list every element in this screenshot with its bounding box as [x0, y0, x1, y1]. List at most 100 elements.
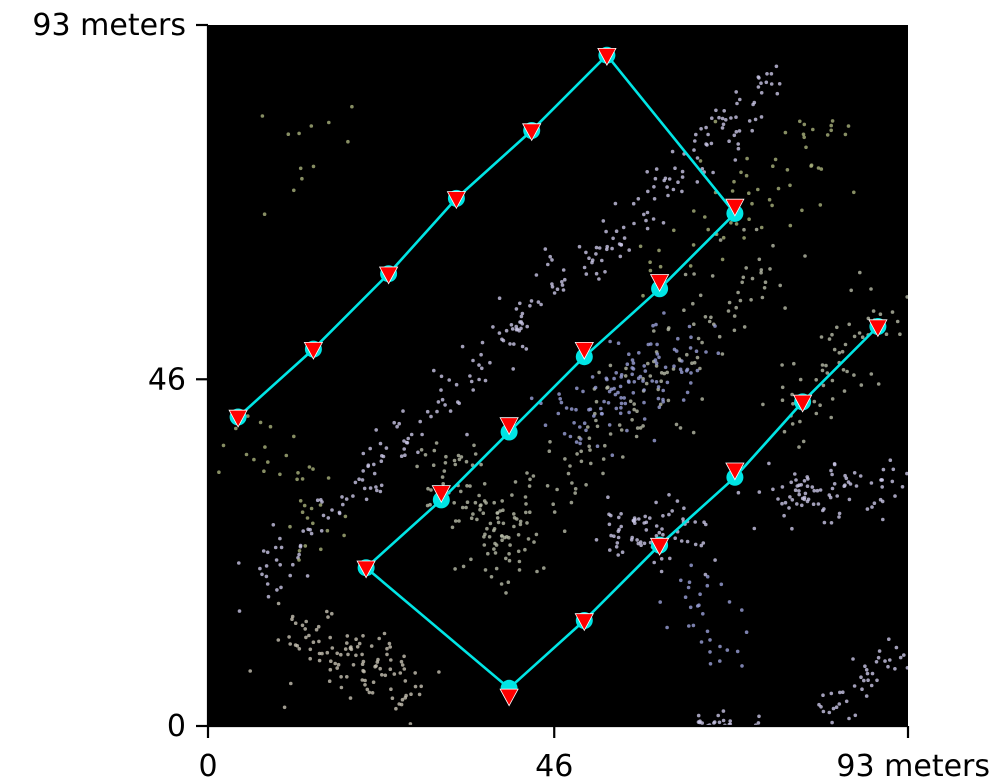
background-point [733, 158, 738, 162]
background-point [837, 702, 842, 706]
background-point [221, 443, 226, 448]
background-point [744, 266, 748, 270]
background-point [550, 282, 554, 286]
background-point [478, 504, 483, 508]
background-point [795, 502, 799, 506]
background-point [563, 457, 567, 461]
background-point [372, 471, 377, 476]
background-point [360, 652, 364, 657]
background-point [805, 484, 810, 489]
background-point [364, 497, 369, 502]
background-point [778, 283, 782, 288]
background-point [305, 574, 310, 578]
background-point [732, 179, 736, 184]
background-point [658, 600, 662, 604]
background-point [597, 246, 602, 250]
background-point [311, 164, 316, 169]
background-point [829, 128, 833, 133]
background-point [825, 371, 830, 375]
background-point [844, 699, 849, 704]
background-point [604, 229, 608, 234]
background-point [371, 680, 376, 684]
background-point [482, 543, 487, 547]
background-point [623, 374, 628, 378]
background-point [579, 449, 583, 454]
background-point [644, 218, 648, 223]
background-point [654, 364, 659, 368]
background-point [727, 300, 732, 305]
background-point [584, 272, 589, 276]
background-point [695, 156, 700, 160]
background-point [830, 397, 835, 401]
y-tick-label: 0 [167, 709, 186, 744]
background-point [401, 409, 405, 413]
background-point [597, 277, 601, 281]
background-point [864, 668, 869, 672]
background-point [642, 364, 646, 368]
background-point [631, 391, 636, 395]
background-point [642, 388, 646, 392]
background-point [392, 420, 397, 425]
background-point [869, 372, 874, 376]
background-point [262, 469, 266, 474]
background-point [638, 426, 643, 430]
background-point [372, 462, 376, 467]
background-point [852, 471, 857, 475]
background-point [615, 541, 620, 545]
background-point [618, 384, 623, 389]
background-point [452, 458, 457, 463]
target-triangle-marker [446, 191, 467, 210]
background-point [759, 270, 763, 275]
background-point [516, 549, 521, 554]
background-point [665, 380, 670, 385]
background-point [614, 371, 618, 375]
background-point [276, 638, 281, 642]
background-point [563, 277, 567, 282]
background-point [511, 367, 515, 371]
background-point [575, 386, 579, 391]
background-point [714, 108, 718, 113]
background-point [627, 352, 631, 357]
background-point [587, 256, 591, 261]
background-point [812, 399, 817, 404]
background-point [441, 482, 446, 486]
background-point [300, 176, 304, 181]
background-point [773, 157, 778, 162]
background-point [547, 449, 552, 454]
background-point [429, 488, 433, 492]
background-point [805, 499, 810, 504]
background-point [461, 564, 466, 569]
background-point [621, 455, 625, 459]
background-point [304, 619, 309, 624]
background-point [493, 551, 498, 555]
background-point [559, 400, 564, 405]
background-point [895, 319, 900, 324]
background-point [555, 287, 560, 292]
background-point [529, 396, 534, 401]
background-point [327, 679, 332, 683]
background-point [902, 653, 906, 657]
background-point [488, 360, 492, 365]
background-point [483, 568, 488, 572]
background-point [437, 670, 441, 674]
background-point [776, 497, 780, 501]
background-point [620, 550, 625, 554]
background-point [378, 489, 383, 494]
background-point [439, 388, 443, 392]
background-point [484, 501, 488, 505]
background-point [821, 709, 826, 714]
background-point [586, 425, 590, 429]
background-point [632, 380, 637, 384]
background-point [682, 506, 686, 511]
background-point [780, 485, 785, 489]
background-point [692, 209, 696, 213]
background-point [345, 641, 349, 645]
background-point [790, 498, 795, 502]
background-point [326, 476, 331, 480]
background-point [480, 340, 485, 345]
background-point [594, 418, 598, 423]
background-point [644, 381, 649, 386]
background-point [614, 229, 619, 233]
background-point [794, 478, 798, 482]
background-point [289, 681, 293, 686]
